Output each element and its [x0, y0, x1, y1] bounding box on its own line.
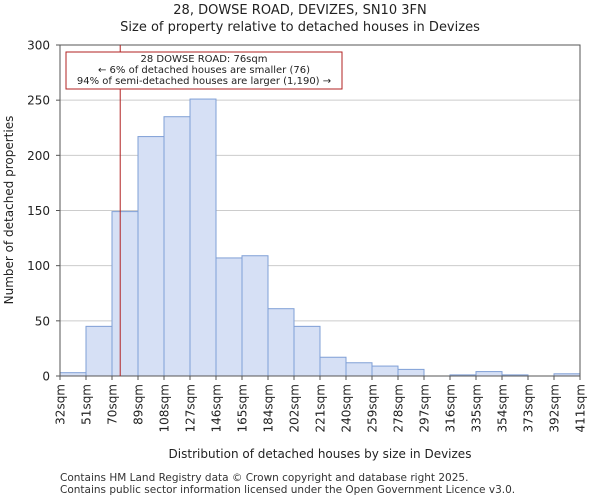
footer-copyright: Contains HM Land Registry data © Crown c…	[60, 472, 469, 484]
histogram-bar	[319, 356, 347, 377]
x-tick-label: 335sqm	[470, 384, 484, 432]
footer-licence: Contains public sector information licen…	[60, 484, 516, 496]
x-tick-label: 316sqm	[444, 384, 458, 432]
y-tick-label: 0	[42, 370, 50, 384]
histogram-bar	[189, 98, 217, 377]
x-tick-label: 297sqm	[418, 384, 432, 432]
x-tick-label: 108sqm	[158, 384, 172, 432]
chart-title: 28, DOWSE ROAD, DEVIZES, SN10 3FN	[173, 3, 427, 18]
x-tick-label: 184sqm	[262, 384, 276, 432]
x-tick-label: 165sqm	[236, 384, 250, 432]
histogram-bar	[293, 325, 321, 377]
x-tick-label: 278sqm	[392, 384, 406, 432]
histogram-bar	[111, 211, 139, 377]
x-tick-label: 373sqm	[522, 384, 536, 432]
x-tick-label: 202sqm	[288, 384, 302, 432]
x-tick-label: 392sqm	[548, 384, 562, 432]
x-tick-label: 240sqm	[340, 384, 354, 432]
x-tick-label: 70sqm	[106, 384, 120, 425]
y-tick-label: 300	[27, 39, 50, 53]
annotation-line-2: ← 6% of detached houses are smaller (76)	[98, 65, 310, 76]
x-tick-label: 259sqm	[366, 384, 380, 432]
chart-subtitle: Size of property relative to detached ho…	[120, 20, 480, 35]
histogram-bar	[345, 362, 373, 377]
histogram-bar	[163, 116, 191, 377]
y-tick-label: 50	[35, 314, 50, 328]
histogram-bar	[267, 308, 295, 377]
annotation-line-3: 94% of semi-detached houses are larger (…	[77, 76, 331, 87]
x-tick-label: 221sqm	[314, 384, 328, 432]
histogram-bar	[215, 257, 243, 377]
x-tick-label: 51sqm	[80, 384, 94, 425]
y-axis-label: Number of detached properties	[2, 116, 16, 305]
histogram-bar	[241, 255, 269, 377]
y-tick-label: 200	[27, 149, 50, 163]
x-tick-label: 146sqm	[210, 384, 224, 432]
histogram-bar	[397, 368, 425, 377]
y-tick-label: 100	[27, 259, 50, 273]
histogram-bar	[371, 365, 399, 377]
x-tick-label: 411sqm	[574, 384, 588, 432]
y-tick-label: 250	[27, 94, 50, 108]
histogram-bar	[475, 371, 503, 377]
x-tick-label: 354sqm	[496, 384, 510, 432]
y-tick-label: 150	[27, 204, 50, 218]
x-tick-label: 89sqm	[132, 384, 146, 425]
x-axis-label: Distribution of detached houses by size …	[169, 447, 472, 461]
x-tick-label: 127sqm	[184, 384, 198, 432]
property-annotation: 28 DOWSE ROAD: 76sqm ← 6% of detached ho…	[65, 51, 343, 90]
annotation-line-1: 28 DOWSE ROAD: 76sqm	[141, 54, 268, 65]
histogram-bar	[85, 325, 113, 377]
histogram-bar	[137, 136, 165, 377]
x-tick-label: 32sqm	[54, 384, 68, 425]
